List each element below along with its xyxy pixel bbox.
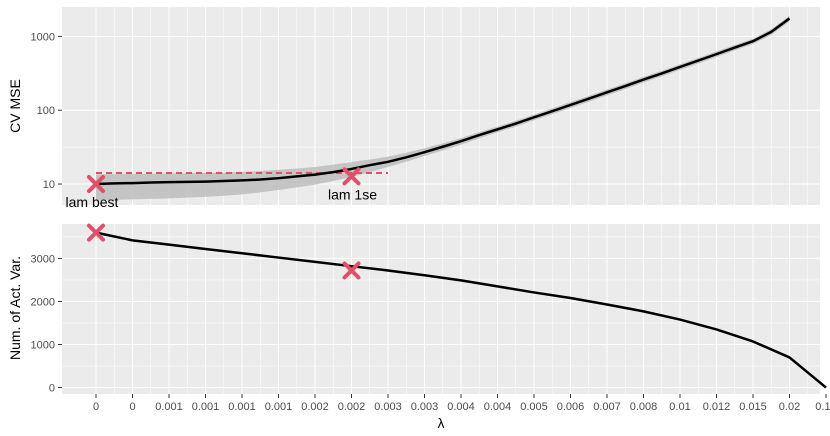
- x-tick-label: 0.008: [630, 401, 658, 413]
- x-tick-label: 0: [93, 401, 99, 413]
- bottom-y-tick-label: 0: [49, 383, 55, 395]
- bottom-marker-x: [342, 261, 361, 280]
- x-tick-label: 0.002: [338, 401, 366, 413]
- x-tick-label: 0.015: [739, 401, 767, 413]
- x-tick-label: 0.001: [228, 401, 256, 413]
- x-tick-label: 0.004: [447, 401, 475, 413]
- top-marker-x: [87, 175, 105, 194]
- bottom-y-ticks: 0 1000 2000 3000: [31, 253, 62, 395]
- top-marker-label: lam best: [66, 194, 119, 210]
- top-y-axis-label: CV MSE: [7, 79, 23, 133]
- top-panel-background: [62, 7, 820, 205]
- x-axis-label: λ: [438, 415, 445, 431]
- bottom-series-line-group: [95, 231, 827, 389]
- bottom-y-tick-label: 3000: [31, 253, 55, 265]
- top-y-tick-label: 10: [43, 179, 55, 191]
- bottom-panel-background: [62, 224, 820, 394]
- top-panel: lam best lam 1se 10 100 1000 CV MSE: [7, 7, 827, 210]
- bottom-gridlines: [62, 224, 827, 394]
- x-tick-label: 0.001: [155, 401, 183, 413]
- top-marker-label: lam 1se: [328, 186, 377, 202]
- x-tick-label: 0.001: [265, 401, 293, 413]
- x-tick-label: 0.004: [484, 401, 512, 413]
- top-markers: lam best lam 1se: [66, 167, 377, 210]
- bottom-x-ticks: 0 0 0.001 0.001 0.001 0.001 0.002 0.002 0.003 0.0…: [93, 394, 830, 413]
- x-tick-label: 0: [129, 401, 135, 413]
- x-tick-label: 0.012: [703, 401, 731, 413]
- top-series-line: [95, 17, 791, 186]
- x-tick-label: 0.003: [374, 401, 402, 413]
- x-tick-label: 0.003: [411, 401, 439, 413]
- x-tick-label: 0.002: [301, 401, 329, 413]
- top-y-tick-label: 100: [37, 105, 55, 117]
- bottom-y-tick-label: 1000: [31, 340, 55, 352]
- x-tick-label: 0.001: [192, 401, 220, 413]
- top-marker-x: [342, 167, 361, 186]
- bottom-panel: 0 1000 2000 3000 0 0 0.001 0.001 0.001 0.001 0.00…: [7, 223, 830, 431]
- x-tick-label: 0.01: [669, 401, 690, 413]
- x-tick-label: 0.007: [593, 401, 621, 413]
- x-tick-label: 0.005: [520, 401, 548, 413]
- x-tick-label: 0.15: [815, 401, 830, 413]
- x-tick-label: 0.006: [557, 401, 585, 413]
- top-y-ticks: 10 100 1000: [31, 31, 62, 191]
- x-tick-label: 0.02: [779, 401, 800, 413]
- bottom-series-line: [95, 231, 827, 389]
- bottom-y-axis-label: Num. of Act. Var.: [7, 256, 23, 360]
- bottom-markers: [87, 223, 361, 280]
- bottom-y-tick-label: 2000: [31, 296, 55, 308]
- bottom-marker-x: [87, 223, 105, 242]
- top-y-tick-label: 1000: [31, 31, 55, 43]
- top-series-line-group: [95, 17, 791, 186]
